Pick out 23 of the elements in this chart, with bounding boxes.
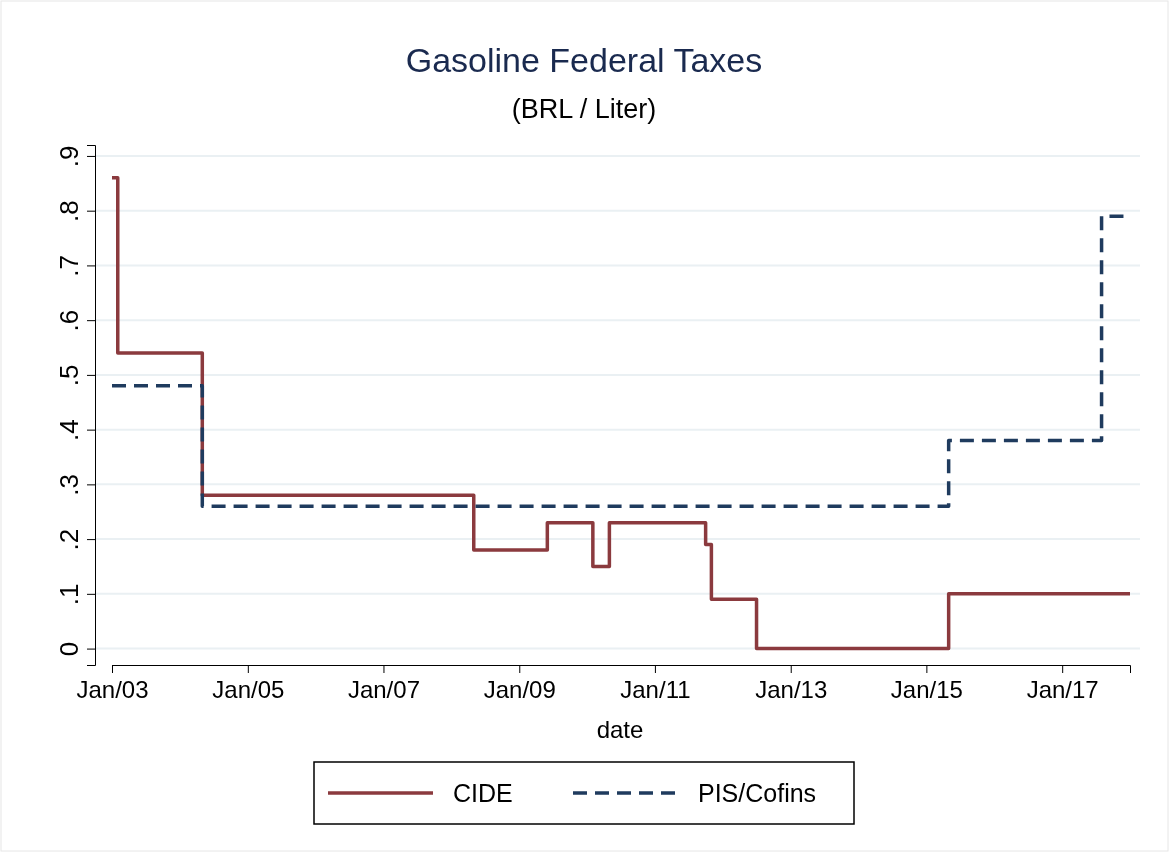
chart-subtitle: (BRL / Liter) — [511, 94, 657, 124]
x-tick-label: Jan/11 — [620, 676, 691, 704]
y-tick-label: .5 — [54, 364, 85, 387]
y-tick-label: .3 — [54, 474, 85, 496]
y-tick-label: .6 — [54, 309, 85, 332]
y-tick-label: .9 — [54, 145, 85, 168]
legend-label: PIS/Cofins — [698, 778, 817, 807]
y-tick-label: .8 — [54, 200, 85, 223]
legend-label: CIDE — [453, 778, 513, 807]
y-tick-label: .2 — [54, 528, 85, 551]
y-tick-label: .1 — [54, 583, 85, 606]
x-tick-label: Jan/09 — [483, 676, 556, 704]
x-tick-label: Jan/13 — [755, 676, 828, 704]
x-axis-title: date — [596, 716, 644, 743]
x-tick-label: Jan/07 — [347, 676, 420, 704]
y-tick-label: .7 — [54, 255, 85, 277]
y-tick-label: 0 — [54, 641, 85, 657]
x-tick-label: Jan/03 — [76, 676, 149, 704]
y-tick-label: .4 — [54, 419, 85, 441]
x-tick-label: Jan/17 — [1026, 676, 1099, 704]
x-tick-label: Jan/05 — [212, 676, 285, 704]
chart-title: Gasoline Federal Taxes — [405, 41, 763, 79]
x-tick-label: Jan/15 — [890, 676, 963, 704]
